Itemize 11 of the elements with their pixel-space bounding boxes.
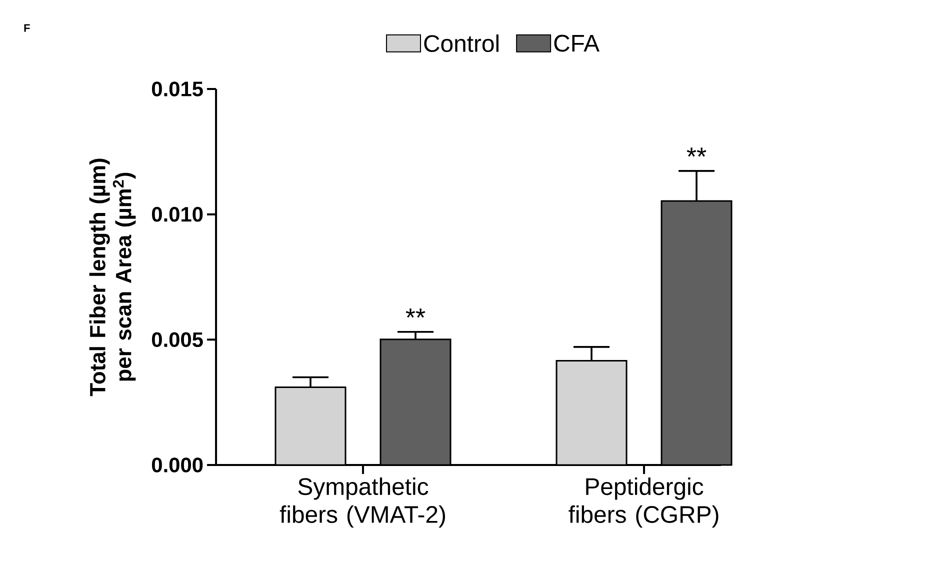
annotation: ** [406,308,426,318]
text: F [24,24,30,32]
annotation: ** [686,148,706,157]
x-tick-label: Sympathetic fibers (VMAT-2) [280,478,445,528]
x-tick-label: Peptidergic fibers (CGRP) [568,478,718,528]
legend-label: Control [424,34,498,52]
y-tick-label: 0.010 [152,206,203,222]
y-tick-label: 0.000 [152,458,203,472]
y-tick-label: 0.015 [152,82,203,96]
y-tick-label: 0.005 [152,332,203,348]
legend-label: CFA [554,34,600,52]
